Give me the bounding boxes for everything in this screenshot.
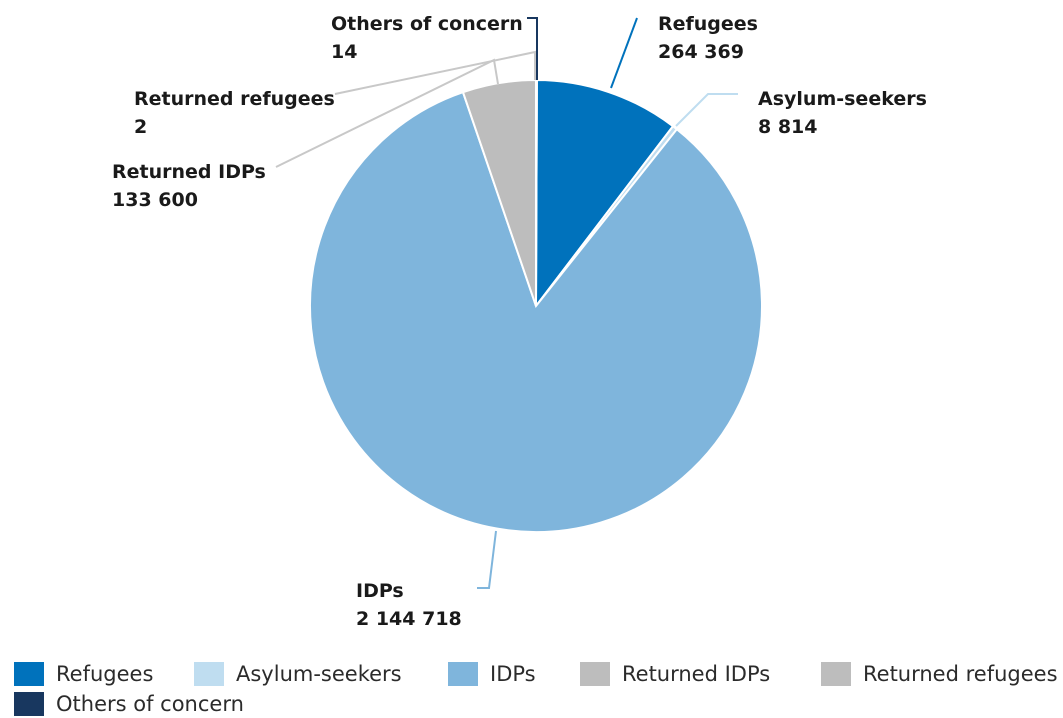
leader-line-idps	[477, 530, 497, 589]
legend-swatch-asylum-seekers	[194, 662, 224, 686]
legend-swatch-returned-idps	[580, 662, 610, 686]
legend-item-returned-refugees: Returned refugees	[821, 660, 1058, 688]
slice-label-value-returned-idps: 133 600	[112, 189, 198, 211]
slice-labels: Refugees 264 369 Asylum-seekers 8 814 IDPs 2 …	[112, 13, 927, 630]
slice-label-name-asylum-seekers: Asylum-seekers	[758, 88, 927, 110]
slice-label-name-refugees: Refugees	[658, 13, 758, 35]
legend-item-refugees: Refugees	[14, 660, 153, 688]
legend-label-idps: IDPs	[490, 662, 536, 686]
leader-line-asylum-seekers	[675, 93, 738, 127]
leader-line-refugees	[610, 17, 638, 89]
slice-label-name-returned-refugees: Returned refugees	[134, 88, 335, 110]
legend-swatch-refugees	[14, 662, 44, 686]
pie-slice-refugees	[535, 78, 675, 309]
slice-label-value-others-of-concern: 14	[331, 41, 357, 63]
legend-item-asylum-seekers: Asylum-seekers	[194, 660, 402, 688]
legend-label-refugees: Refugees	[56, 662, 154, 686]
slice-label-value-returned-refugees: 2	[134, 116, 147, 138]
legend-label-returned-refugees: Returned refugees	[863, 662, 1058, 686]
leader-lines	[275, 17, 738, 589]
legend-swatch-returned-refugees	[821, 662, 851, 686]
pie-slice-idps	[309, 90, 763, 533]
legend-label-others-of-concern: Others of concern	[56, 692, 244, 716]
leader-line-returned-refugees	[334, 50, 536, 95]
legend-item-returned-idps: Returned IDPs	[580, 660, 770, 688]
slice-label-name-idps: IDPs	[356, 580, 404, 602]
slice-label-value-idps: 2 144 718	[356, 608, 462, 630]
legend-label-returned-idps: Returned IDPs	[622, 662, 771, 686]
legend-item-idps: IDPs	[448, 660, 536, 688]
legend-swatch-others-of-concern	[14, 692, 44, 716]
leader-line-others-of-concern	[527, 17, 538, 80]
slice-label-name-returned-idps: Returned IDPs	[112, 161, 266, 183]
slice-label-value-refugees: 264 369	[658, 41, 744, 63]
legend: Refugees Asylum-seekers IDPs Returned ID…	[14, 660, 1063, 717]
slice-label-name-others-of-concern: Others of concern	[331, 13, 523, 35]
legend-item-others-of-concern: Others of concern	[14, 690, 244, 718]
legend-label-asylum-seekers: Asylum-seekers	[236, 662, 402, 686]
slice-label-value-asylum-seekers: 8 814	[758, 116, 818, 138]
pie-slices	[309, 78, 763, 533]
pie-slice-others-of-concern	[534, 78, 538, 307]
legend-swatch-idps	[448, 662, 478, 686]
